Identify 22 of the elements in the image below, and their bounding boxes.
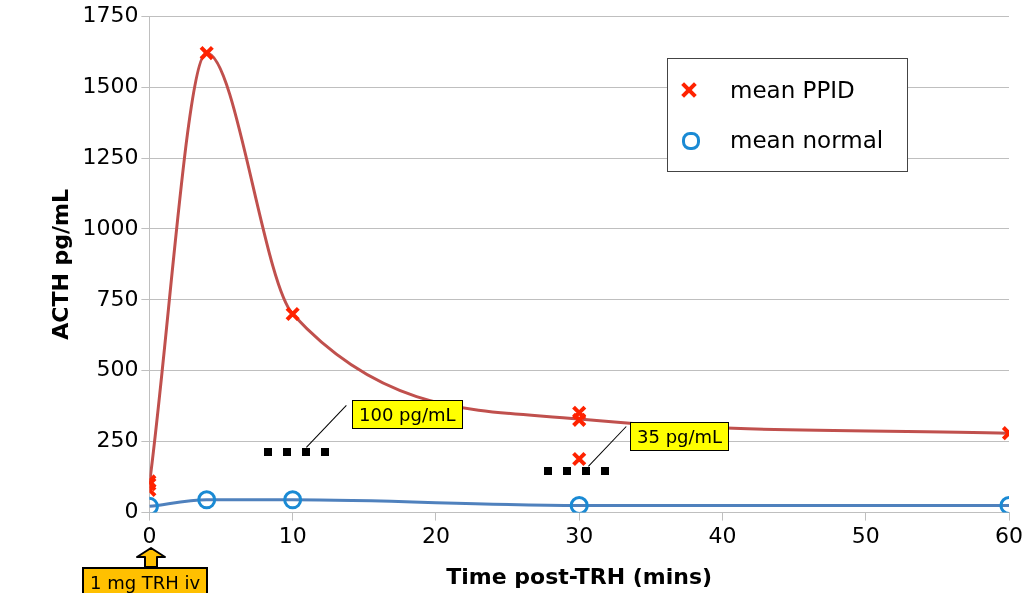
legend-label: mean normal [730, 127, 884, 153]
annotation: 35 pg/mL [630, 422, 730, 451]
y-tick-label: 250 [96, 427, 139, 453]
y-tick-label: 1250 [82, 143, 139, 169]
legend-label: mean PPID [730, 77, 855, 103]
x-tick-label: 60 [995, 523, 1023, 549]
y-tick-label: 500 [96, 356, 139, 382]
x-tick-label: 40 [708, 523, 737, 549]
y-axis-title: ACTH pg/mL [47, 189, 73, 340]
x-tick-label: 10 [278, 523, 307, 549]
x-tick-label: 20 [421, 523, 450, 549]
text: 1 mg TRH iv [82, 567, 209, 593]
x-tick-label: 30 [565, 523, 594, 549]
y-tick-label: 750 [96, 285, 139, 311]
y-tick-label: 0 [124, 498, 139, 524]
x-tick-label: 50 [851, 523, 880, 549]
y-tick-label: 1500 [82, 72, 139, 98]
y-tick-label: 1000 [82, 214, 139, 240]
x-tick-label: 0 [142, 523, 157, 549]
annotation: 100 pg/mL [352, 400, 463, 429]
x-axis-title: Time post-TRH (mins) [446, 563, 713, 589]
y-tick-label: 1750 [82, 1, 139, 27]
